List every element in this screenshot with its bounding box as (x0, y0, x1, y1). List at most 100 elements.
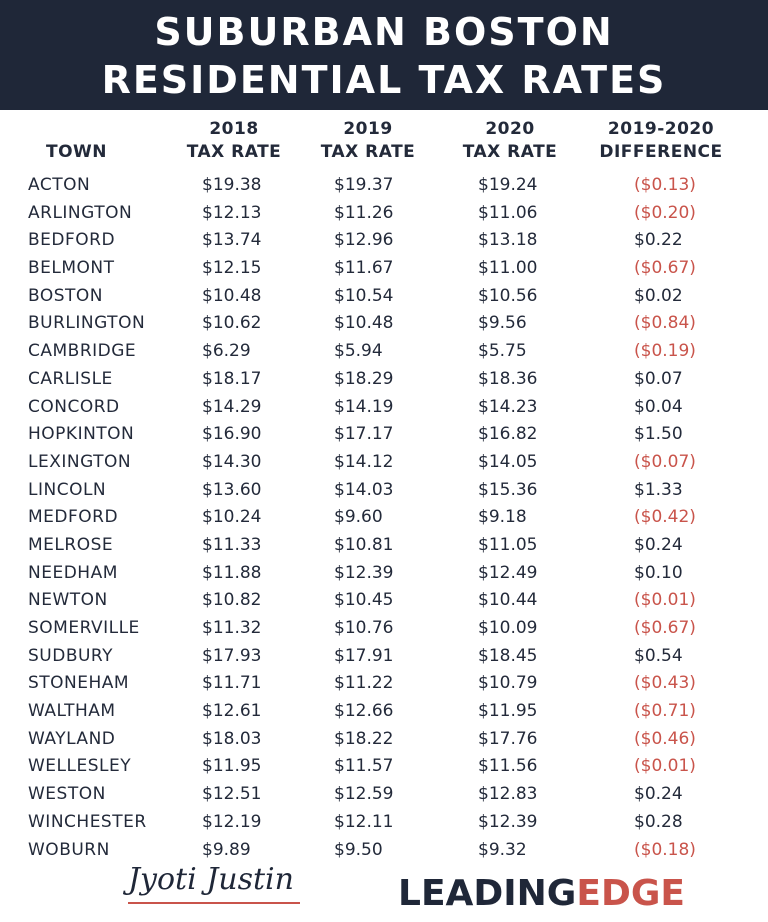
rate-2020-cell: $11.00 (478, 258, 538, 279)
rate-2018-cell: $12.51 (202, 784, 262, 805)
difference-cell: ($0.01) (634, 590, 696, 611)
rate-2020-cell: $18.45 (478, 645, 538, 666)
rate-2019-cell: $10.81 (334, 534, 394, 555)
rate-2020-cell: $18.36 (478, 368, 538, 389)
rate-2020-cell: $12.39 (478, 811, 538, 832)
table-row: SUDBURY $17.93 $17.91 $18.45 $0.54 (0, 643, 768, 671)
table-row: WOBURN $9.89 $9.50 $9.32 ($0.18) (0, 837, 768, 865)
rate-2019-cell: $14.19 (334, 396, 394, 417)
table-row: NEEDHAM $11.88 $12.39 $12.49 $0.10 (0, 560, 768, 588)
town-cell: SUDBURY (28, 645, 114, 666)
rate-2019-cell: $9.60 (334, 507, 383, 528)
title-line-1: SUBURBAN BOSTON (154, 10, 614, 54)
table-row: ARLINGTON $12.13 $11.26 $11.06 ($0.20) (0, 200, 768, 228)
rate-2020-cell: $10.56 (478, 285, 538, 306)
rate-2018-cell: $18.03 (202, 728, 262, 749)
table-row: WINCHESTER $12.19 $12.11 $12.39 $0.28 (0, 809, 768, 837)
rate-2020-cell: $16.82 (478, 424, 538, 445)
rate-2020-cell: $9.32 (478, 839, 527, 860)
rate-2018-cell: $16.90 (202, 424, 262, 445)
table-row: LINCOLN $13.60 $14.03 $15.36 $1.33 (0, 477, 768, 505)
rate-2019-cell: $12.96 (334, 230, 394, 251)
table-row: HOPKINTON $16.90 $17.17 $16.82 $1.50 (0, 421, 768, 449)
town-cell: CAMBRIDGE (28, 341, 137, 362)
difference-cell: $0.10 (634, 562, 683, 583)
difference-cell: $1.50 (634, 424, 683, 445)
rate-2019-cell: $12.59 (334, 784, 394, 805)
table-row: LEXINGTON $14.30 $14.12 $14.05 ($0.07) (0, 449, 768, 477)
town-cell: WINCHESTER (28, 811, 147, 832)
difference-cell: $0.04 (634, 396, 683, 417)
difference-cell: ($0.67) (634, 618, 696, 638)
rate-2019-cell: $12.39 (334, 562, 394, 583)
town-cell: WELLESLEY (28, 756, 132, 777)
town-cell: BURLINGTON (28, 313, 146, 334)
title-line-2: RESIDENTIAL TAX RATES (101, 58, 667, 102)
difference-cell: ($0.01) (634, 756, 696, 777)
town-cell: NEEDHAM (28, 562, 118, 583)
difference-cell: $0.24 (634, 534, 683, 555)
rate-2020-cell: $19.24 (478, 175, 538, 195)
rate-2020-cell: $12.49 (478, 562, 538, 583)
rate-2019-cell: $11.67 (334, 258, 394, 279)
rate-2019-cell: $9.50 (334, 839, 383, 860)
town-cell: LEXINGTON (28, 451, 132, 472)
town-cell: BEDFORD (28, 230, 116, 251)
difference-cell: ($0.67) (634, 258, 696, 279)
difference-cell: ($0.20) (634, 202, 696, 223)
column-header-2020: 2020 TAX RATE (462, 119, 558, 162)
table-row: WALTHAM $12.61 $12.66 $11.95 ($0.71) (0, 698, 768, 726)
rate-2020-cell: $10.09 (478, 618, 538, 638)
rate-2020-cell: $10.44 (478, 590, 538, 611)
signature-logo: Jyoti Justin (128, 862, 300, 904)
rate-2018-cell: $11.33 (202, 534, 262, 555)
rate-2019-cell: $12.66 (334, 701, 394, 722)
rate-2018-cell: $10.82 (202, 590, 262, 611)
town-cell: CONCORD (28, 396, 120, 417)
table-row: SOMERVILLE $11.32 $10.76 $10.09 ($0.67) (0, 615, 768, 643)
rate-2018-cell: $11.32 (202, 618, 262, 638)
rate-2019-cell: $11.26 (334, 202, 394, 223)
rate-2019-cell: $11.57 (334, 756, 394, 777)
rate-2020-cell: $11.56 (478, 756, 538, 777)
rate-2019-cell: $10.48 (334, 313, 394, 334)
table-row: CAMBRIDGE $6.29 $5.94 $5.75 ($0.19) (0, 338, 768, 366)
rate-2018-cell: $13.74 (202, 230, 262, 251)
rate-2018-cell: $11.88 (202, 562, 262, 583)
rate-2020-cell: $10.79 (478, 673, 538, 694)
rate-2018-cell: $12.15 (202, 258, 262, 279)
table-row: ACTON $19.38 $19.37 $19.24 ($0.13) (0, 172, 768, 200)
town-cell: WESTON (28, 784, 106, 805)
rate-2019-cell: $11.22 (334, 673, 394, 694)
rate-2018-cell: $12.13 (202, 202, 262, 223)
town-cell: BOSTON (28, 285, 104, 306)
rate-2020-cell: $14.05 (478, 451, 538, 472)
difference-cell: ($0.07) (634, 451, 696, 472)
table-row: BEDFORD $13.74 $12.96 $13.18 $0.22 (0, 227, 768, 255)
rate-2019-cell: $18.29 (334, 368, 394, 389)
rate-2018-cell: $13.60 (202, 479, 262, 500)
rate-2018-cell: $18.17 (202, 368, 262, 389)
rate-2020-cell: $13.18 (478, 230, 538, 251)
rate-2018-cell: $9.89 (202, 839, 251, 860)
rate-2019-cell: $19.37 (334, 175, 394, 195)
town-cell: WALTHAM (28, 701, 116, 722)
town-cell: MELROSE (28, 534, 114, 555)
town-cell: LINCOLN (28, 479, 107, 500)
rate-2018-cell: $19.38 (202, 175, 262, 195)
table-row: WAYLAND $18.03 $18.22 $17.76 ($0.46) (0, 726, 768, 754)
town-cell: NEWTON (28, 590, 108, 611)
difference-cell: $0.28 (634, 811, 683, 832)
table-row: NEWTON $10.82 $10.45 $10.44 ($0.01) (0, 587, 768, 615)
rate-2018-cell: $11.95 (202, 756, 262, 777)
town-cell: STONEHAM (28, 673, 130, 694)
rate-2018-cell: $10.48 (202, 285, 262, 306)
rate-2019-cell: $17.91 (334, 645, 394, 666)
town-cell: BELMONT (28, 258, 115, 279)
rate-2018-cell: $12.19 (202, 811, 262, 832)
difference-cell: ($0.13) (634, 175, 696, 195)
town-cell: MEDFORD (28, 507, 119, 528)
rate-2020-cell: $11.95 (478, 701, 538, 722)
leading-edge-logo: LEADINGEDGE (398, 873, 685, 914)
rate-2020-cell: $9.56 (478, 313, 527, 334)
